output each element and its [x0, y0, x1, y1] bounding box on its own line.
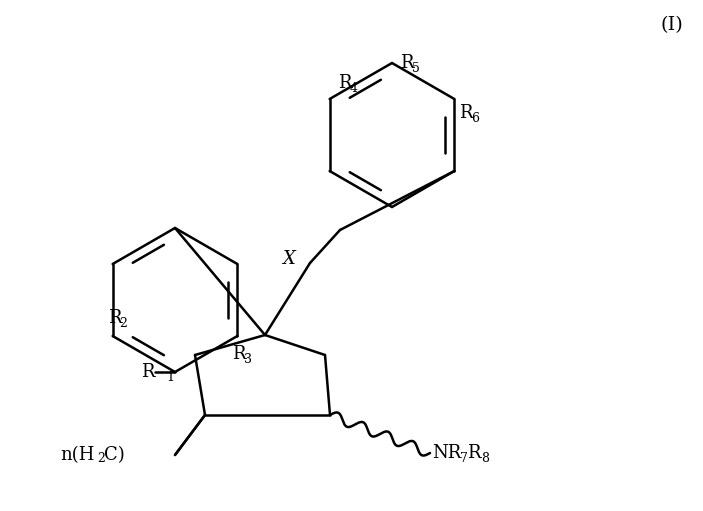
- Text: R: R: [141, 363, 155, 381]
- Text: R: R: [467, 444, 480, 462]
- Text: 7: 7: [460, 452, 468, 464]
- Text: 2: 2: [97, 452, 105, 464]
- Text: C): C): [104, 446, 124, 464]
- Text: R: R: [233, 345, 246, 363]
- Text: 5: 5: [412, 61, 420, 75]
- Text: 3: 3: [245, 353, 252, 365]
- Text: NR: NR: [432, 444, 461, 462]
- Text: 6: 6: [471, 111, 479, 125]
- Text: R: R: [337, 74, 351, 92]
- Text: n(H: n(H: [60, 446, 94, 464]
- Text: 2: 2: [120, 316, 127, 330]
- Text: R: R: [459, 104, 473, 122]
- Text: 4: 4: [349, 81, 358, 95]
- Text: 8: 8: [481, 452, 489, 464]
- Text: X: X: [282, 250, 295, 268]
- Text: R: R: [108, 309, 121, 327]
- Text: R: R: [400, 54, 413, 72]
- Text: (I): (I): [660, 16, 683, 34]
- Text: 1: 1: [166, 370, 174, 383]
